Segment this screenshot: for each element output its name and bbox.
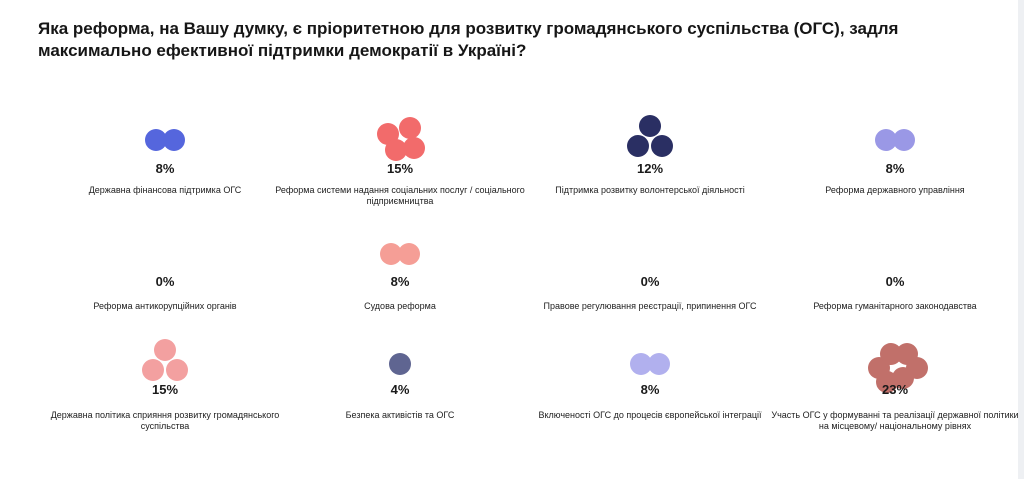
percent-label: 23% <box>881 382 909 397</box>
chart-item: 8% Судова реформа <box>275 228 525 328</box>
data-bubble <box>145 129 167 151</box>
data-bubble <box>893 129 915 151</box>
chart-item: 0% Реформа антикорупційних органів <box>40 228 290 328</box>
category-label: Судова реформа <box>364 301 436 311</box>
chart-item: 23% Участь ОГС у формуванні та реалізації… <box>770 342 1020 442</box>
category-label: Реформа системи надання соціальних послу… <box>275 185 525 206</box>
data-bubble <box>385 139 407 161</box>
percent-label: 8% <box>885 161 905 176</box>
percent-label: 15% <box>151 382 179 397</box>
data-bubble <box>639 115 661 137</box>
percent-label: 0% <box>155 274 175 289</box>
category-label: Участь ОГС у формуванні та реалізації де… <box>771 410 1019 431</box>
category-label: Реформа антикорупційних органів <box>93 301 237 311</box>
chart-item: 15% Реформа системи надання соціальних по… <box>275 110 525 210</box>
bubble-cluster <box>770 342 1020 412</box>
bubble-cluster <box>770 110 1020 180</box>
bubble-cluster <box>275 228 525 298</box>
data-bubble <box>389 353 411 375</box>
data-bubble <box>380 243 402 265</box>
chart-item: 0% Правове регулювання реєстрації, припин… <box>525 228 775 328</box>
data-bubble <box>403 137 425 159</box>
bubble-cluster <box>40 110 290 180</box>
data-bubble <box>875 129 897 151</box>
chart-item: 0% Реформа гуманітарного законодавства <box>770 228 1020 328</box>
bubble-cluster <box>525 110 775 180</box>
category-label: Безпека активістів та ОГС <box>345 410 455 420</box>
percent-label: 4% <box>390 382 410 397</box>
bubble-cluster <box>275 110 525 180</box>
chart-item: 8% Включеності ОГС до процесів європейськ… <box>525 342 775 442</box>
data-bubble <box>398 243 420 265</box>
chart-item: 8% Державна фінансова підтримка ОГС <box>40 110 290 210</box>
bubble-cluster <box>275 342 525 412</box>
category-label: Державна політика сприяння розвитку гром… <box>50 410 280 431</box>
data-bubble <box>648 353 670 375</box>
chart-item: 8% Реформа державного управління <box>770 110 1020 210</box>
percent-label: 0% <box>640 274 660 289</box>
chart-item: 12% Підтримка розвитку волонтерської діял… <box>525 110 775 210</box>
category-label: Державна фінансова підтримка ОГС <box>88 185 242 195</box>
data-bubble <box>166 359 188 381</box>
data-bubble <box>163 129 185 151</box>
chart-item: 15% Державна політика сприяння розвитку г… <box>40 339 290 442</box>
category-label: Правове регулювання реєстрації, припинен… <box>543 301 757 311</box>
percent-label: 0% <box>885 274 905 289</box>
bubble-cluster <box>40 339 290 412</box>
data-bubble <box>876 371 898 393</box>
percent-label: 8% <box>640 382 660 397</box>
percent-label: 8% <box>390 274 410 289</box>
chart-title: Яка реформа, на Вашу думку, є пріоритетн… <box>38 19 899 60</box>
percent-label: 15% <box>386 161 414 176</box>
category-label: Реформа гуманітарного законодавства <box>813 301 977 311</box>
data-bubble <box>630 353 652 375</box>
category-label: Підтримка розвитку волонтерської діяльно… <box>555 185 745 195</box>
category-label: Включеності ОГС до процесів європейської… <box>538 410 762 420</box>
percent-label: 8% <box>155 161 175 176</box>
chart-item: 4% Безпека активістів та ОГС <box>275 342 525 442</box>
data-bubble <box>142 359 164 381</box>
data-bubble <box>627 135 649 157</box>
bubble-cluster <box>525 342 775 412</box>
data-bubble <box>154 339 176 361</box>
category-label: Реформа державного управління <box>825 185 965 195</box>
data-bubble <box>651 135 673 157</box>
percent-label: 12% <box>636 161 664 176</box>
data-bubble <box>399 117 421 139</box>
